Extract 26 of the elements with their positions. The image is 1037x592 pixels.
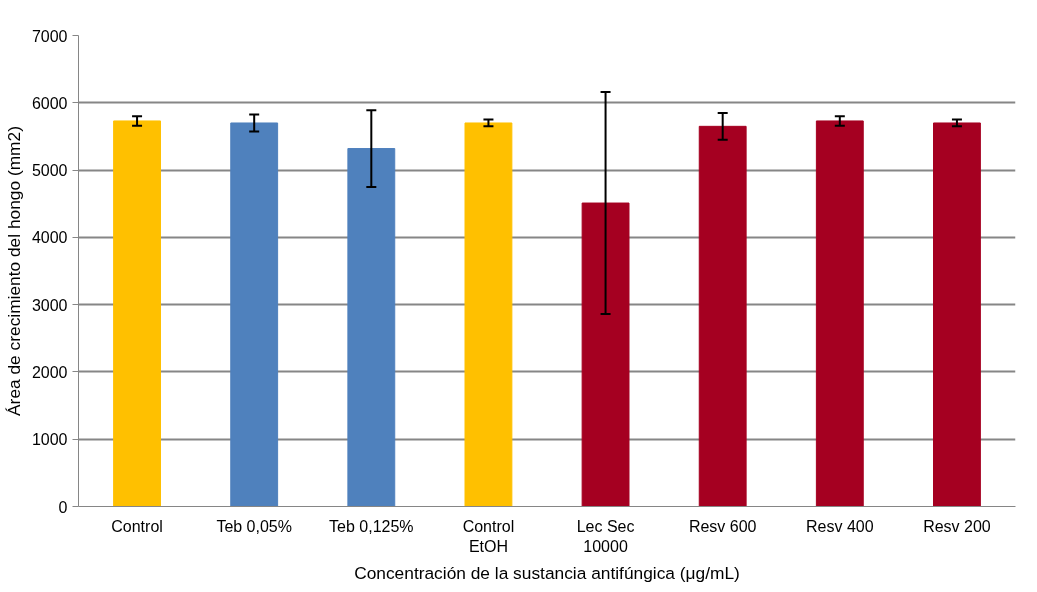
x-tick-label: Teb 0,125%: [329, 517, 414, 535]
y-tick-label: 1000: [31, 431, 68, 449]
x-tick-label: Control: [111, 517, 163, 535]
x-tick-label: Control EtOH: [462, 517, 515, 555]
y-tick-label: 3000: [31, 296, 68, 314]
bar: [113, 120, 161, 507]
y-tick-label: 2000: [31, 363, 68, 381]
x-axis-title: Concentración de la sustancia antifúngica (μg/mL): [354, 562, 740, 583]
x-tick-label: Resv 600: [688, 517, 757, 535]
y-tick-label: 6000: [31, 94, 68, 112]
bar: [581, 202, 630, 507]
bar: [230, 122, 279, 507]
bar: [347, 148, 396, 507]
bar: [815, 120, 864, 507]
bar: [698, 125, 747, 507]
bar: [933, 122, 981, 507]
y-tick-label: 5000: [31, 162, 68, 180]
x-tick-label: Resv 200: [923, 517, 991, 535]
y-tick-label: 7000: [31, 27, 68, 45]
y-tick-label: 0: [58, 498, 68, 516]
bar: [464, 122, 513, 507]
y-tick-label: 4000: [31, 229, 68, 247]
x-tick-label: Lec Sec 10000: [576, 517, 635, 555]
x-tick-label: Resv 400: [806, 517, 874, 535]
x-tick-label: Teb 0,05%: [216, 517, 292, 535]
y-axis-title: Área de crecimiento del hongo (mm2): [3, 126, 24, 416]
